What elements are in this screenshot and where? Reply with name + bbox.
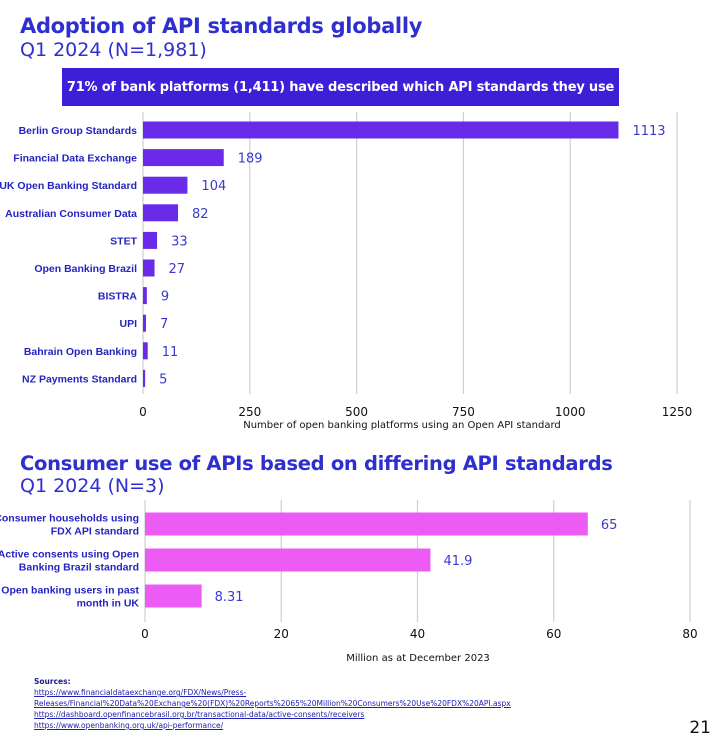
summary-banner: 71% of bank platforms (1,411) have descr… (62, 68, 619, 106)
category-label: Open banking users in past (1, 585, 139, 597)
bar (143, 176, 188, 194)
category-label: NZ Payments Standard (22, 373, 137, 385)
source-link-fdx[interactable]: https://www.financialdataexchange.org/FD… (34, 688, 511, 708)
category-label: Bahrain Open Banking (24, 346, 137, 358)
category-label: Consumer households using (0, 513, 139, 525)
category-label: month in UK (77, 598, 140, 610)
section1-subtitle: Q1 2024 (N=1,981) (20, 39, 207, 61)
source-link-brazil[interactable]: https://dashboard.openfinancebrasil.org.… (34, 710, 365, 719)
category-label: BISTRA (98, 291, 138, 303)
category-label: UK Open Banking Standard (0, 180, 137, 192)
x-tick-label: 250 (238, 405, 261, 419)
bar (143, 121, 619, 139)
category-label: Active consents using Open (0, 549, 139, 561)
section2-title: Consumer use of APIs based on differing … (20, 452, 613, 475)
x-tick-label: 80 (682, 627, 697, 641)
x-tick-label: 1250 (662, 405, 693, 419)
api-standards-chart: 0 250 500 750 1000 1250 1113 Berlin Group Stand… (0, 112, 693, 431)
x-tick-label: 750 (452, 405, 475, 419)
x-axis-title: Number of open banking platforms using a… (243, 420, 561, 431)
bar (143, 369, 146, 387)
data-label: 189 (238, 152, 263, 167)
data-label: 104 (201, 179, 226, 194)
x-tick-label: 20 (274, 627, 289, 641)
bar (143, 231, 158, 249)
data-label: 5 (159, 372, 167, 387)
bar (145, 584, 202, 608)
data-label: 1113 (632, 124, 665, 139)
bar (145, 512, 588, 536)
bar (143, 287, 147, 305)
data-label: 65 (601, 518, 618, 533)
category-label: Open Banking Brazil (34, 263, 137, 275)
consumer-use-chart: 0 20 40 60 80 65 Consumer households usingFDX … (0, 500, 698, 664)
data-label: 11 (162, 345, 179, 360)
bar (143, 204, 179, 222)
bar (143, 314, 146, 332)
data-label: 7 (160, 317, 168, 332)
sources-heading: Sources: (34, 677, 71, 686)
data-label: 8.31 (215, 590, 244, 605)
x-tick-label: 1000 (555, 405, 586, 419)
x-tick-label: 500 (345, 405, 368, 419)
x-tick-label: 60 (546, 627, 561, 641)
bar (145, 548, 431, 572)
category-label: UPI (119, 318, 137, 330)
bar (143, 149, 224, 167)
data-label: 27 (169, 262, 186, 277)
category-label: Banking Brazil standard (19, 562, 139, 574)
category-label: Berlin Group Standards (19, 125, 138, 137)
category-label: Australian Consumer Data (5, 208, 137, 220)
section2-subtitle: Q1 2024 (N=3) (20, 475, 165, 497)
section1-title: Adoption of API standards globally (20, 14, 423, 38)
data-label: 41.9 (443, 554, 472, 569)
category-label: STET (110, 235, 137, 247)
bar (143, 342, 148, 360)
data-label: 82 (192, 207, 209, 222)
data-label: 9 (161, 290, 169, 305)
x-tick-label: 40 (410, 627, 425, 641)
bar (143, 259, 155, 277)
category-label: FDX API standard (51, 526, 139, 538)
summary-banner-text: 71% of bank platforms (1,411) have descr… (66, 79, 615, 95)
data-label: 33 (171, 234, 188, 249)
x-tick-label: 0 (141, 627, 149, 641)
page-number: 21 (689, 718, 711, 738)
x-tick-label: 0 (139, 405, 147, 419)
sources-block: Sources: https://www.financialdataexchan… (34, 676, 704, 731)
x-axis-title: Million as at December 2023 (346, 653, 490, 664)
source-link-uk[interactable]: https://www.openbanking.org.uk/api-perfo… (34, 721, 224, 730)
category-label: Financial Data Exchange (13, 153, 137, 165)
